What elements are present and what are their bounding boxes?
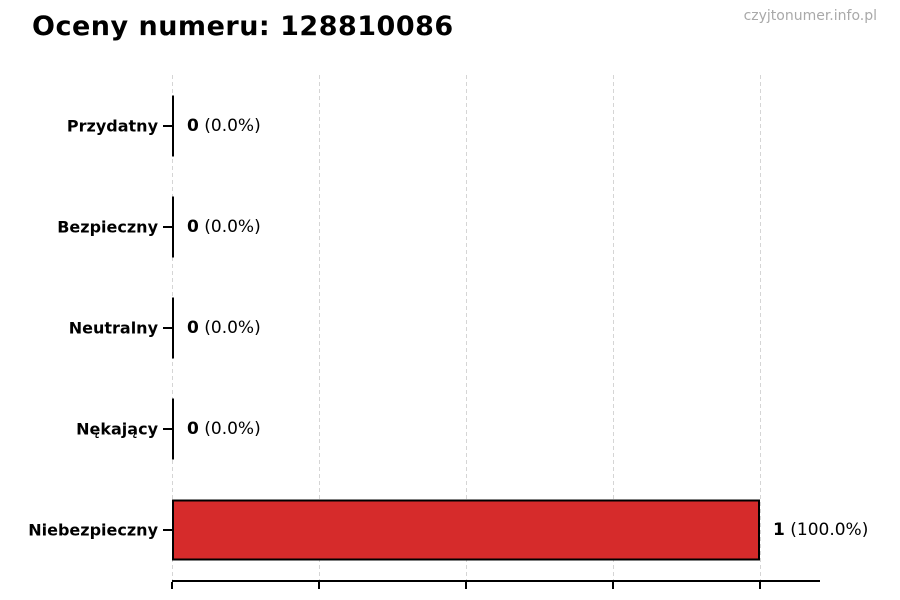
value-count: 0 bbox=[187, 216, 199, 237]
plot-area: Przydatny 0 (0.0%) Bezpieczny 0 (0.0%) Neutr… bbox=[28, 75, 868, 589]
category-label: Niebezpieczny bbox=[28, 520, 158, 539]
gridline bbox=[318, 75, 320, 580]
bar-row: Bezpieczny 0 (0.0%) bbox=[57, 176, 820, 277]
category-label: Przydatny bbox=[66, 116, 158, 135]
value-count: 0 bbox=[187, 115, 199, 136]
category-label: Bezpieczny bbox=[57, 217, 158, 236]
x-axis-tick bbox=[612, 582, 614, 589]
y-axis-tick bbox=[163, 427, 172, 430]
value-percent: (0.0%) bbox=[198, 115, 261, 136]
value-percent: (0.0%) bbox=[198, 317, 261, 338]
bar bbox=[172, 95, 174, 156]
gridline bbox=[759, 75, 761, 580]
value-percent: (100.0%) bbox=[784, 519, 869, 540]
value-count: 0 bbox=[187, 418, 199, 439]
gridline bbox=[465, 75, 467, 580]
x-axis-tick bbox=[171, 582, 173, 589]
gridline bbox=[612, 75, 614, 580]
value-count: 1 bbox=[773, 519, 785, 540]
value-percent: (0.0%) bbox=[198, 216, 261, 237]
y-axis-tick bbox=[163, 326, 172, 329]
chart-title: Oceny numeru: 128810086 bbox=[32, 11, 454, 42]
category-label: Nękający bbox=[76, 419, 158, 438]
y-axis-tick bbox=[163, 124, 172, 127]
bar bbox=[172, 499, 760, 560]
watermark-text: czyjtonumer.info.pl bbox=[743, 8, 877, 24]
bar-row: Nękający 0 (0.0%) bbox=[76, 378, 820, 479]
bar bbox=[172, 297, 174, 358]
bar bbox=[172, 196, 174, 257]
y-axis-tick bbox=[163, 225, 172, 228]
category-label: Neutralny bbox=[68, 318, 158, 337]
value-label: 0 (0.0%) bbox=[187, 217, 261, 237]
value-count: 0 bbox=[187, 317, 199, 338]
bar-row: Przydatny 0 (0.0%) bbox=[67, 75, 820, 176]
value-label: 0 (0.0%) bbox=[187, 318, 261, 338]
x-axis-tick bbox=[759, 582, 761, 589]
value-label: 0 (0.0%) bbox=[187, 419, 261, 439]
x-axis-tick bbox=[465, 582, 467, 589]
x-axis-tick bbox=[318, 582, 320, 589]
bar-row: Niebezpieczny 1 (100.0%) bbox=[28, 479, 868, 580]
bar bbox=[172, 398, 174, 459]
bar-row: Neutralny 0 (0.0%) bbox=[69, 277, 820, 378]
y-axis-tick bbox=[163, 528, 172, 531]
value-label: 1 (100.0%) bbox=[773, 520, 868, 540]
value-percent: (0.0%) bbox=[198, 418, 261, 439]
value-label: 0 (0.0%) bbox=[187, 116, 261, 136]
